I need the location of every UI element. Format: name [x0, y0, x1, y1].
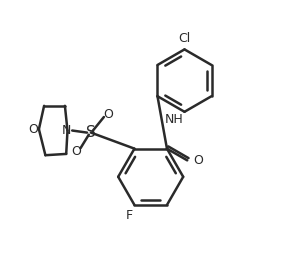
Text: F: F: [126, 209, 133, 222]
Text: N: N: [62, 124, 71, 137]
Text: O: O: [103, 108, 113, 121]
Text: O: O: [72, 145, 81, 158]
Text: NH: NH: [164, 113, 183, 126]
Text: S: S: [86, 125, 96, 140]
Text: O: O: [193, 154, 203, 167]
Text: Cl: Cl: [178, 32, 191, 45]
Text: O: O: [28, 123, 38, 136]
